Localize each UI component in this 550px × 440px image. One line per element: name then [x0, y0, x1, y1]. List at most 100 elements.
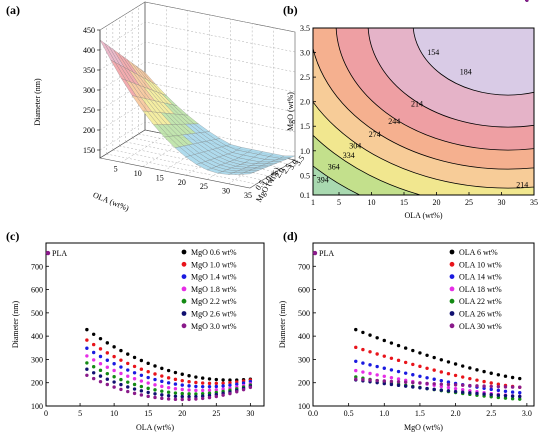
y-axis-label: Diameter (nm): [278, 301, 287, 349]
data-point: [411, 373, 415, 377]
data-point: [375, 373, 379, 377]
x-tick-label: 25: [200, 182, 208, 191]
data-point: [105, 358, 110, 362]
contour-label: 244: [388, 117, 400, 126]
data-point: [112, 362, 116, 366]
data-point: [98, 361, 103, 366]
data-point: [453, 373, 458, 378]
x-tick-label: 5: [337, 198, 341, 207]
data-point: [85, 373, 89, 377]
data-point: [132, 377, 137, 381]
x-tick-label: 35: [530, 198, 538, 207]
data-point: [85, 361, 89, 365]
data-point: [187, 388, 191, 392]
data-point: [446, 382, 451, 387]
x-tick-label: 2.0: [451, 409, 461, 418]
data-point: [119, 377, 123, 382]
data-point: [425, 366, 429, 370]
data-point: [525, 0, 529, 2]
y-tick-label: 100: [298, 402, 310, 411]
series-5: [354, 0, 529, 399]
data-point: [119, 348, 123, 353]
x-tick-label: 20: [178, 178, 186, 187]
y-tick-label: 1.5: [300, 122, 310, 131]
y-tick-label: 100: [31, 402, 43, 411]
data-point: [173, 377, 178, 382]
data-point: [389, 379, 394, 384]
data-point: [489, 387, 493, 392]
data-point: [194, 384, 198, 389]
x-axis-label: OLA (wt%): [92, 190, 131, 213]
data-point: [228, 381, 232, 385]
data-point: [482, 379, 486, 384]
data-point: [187, 379, 191, 384]
data-point: [126, 352, 130, 356]
y-tick-label: 400: [298, 332, 310, 341]
legend-marker: [449, 261, 455, 267]
data-point: [91, 365, 96, 369]
data-point: [403, 380, 408, 384]
data-point: [496, 384, 501, 389]
y-tick-label: 500: [298, 309, 310, 318]
data-point: [160, 374, 164, 378]
data-point: [180, 378, 184, 383]
contour-label: 334: [343, 151, 355, 160]
data-point: [425, 376, 429, 380]
x-axis-label: OLA (wt%): [405, 211, 443, 220]
data-point: [489, 381, 493, 385]
data-point: [432, 387, 436, 392]
data-point: [214, 377, 219, 382]
contour-label: 364: [328, 162, 340, 171]
data-point: [98, 368, 103, 373]
data-point: [503, 374, 508, 378]
contour-label: 154: [427, 48, 439, 57]
data-point: [200, 376, 205, 380]
data-point: [453, 389, 458, 394]
data-point: [453, 383, 458, 387]
y-tick-label: 2.5: [300, 73, 310, 82]
data-point: [160, 389, 164, 393]
data-point: [439, 358, 444, 362]
data-point: [207, 377, 212, 381]
data-point: [228, 391, 232, 396]
data-point: [166, 385, 171, 390]
y-tick-label: 600: [31, 286, 43, 295]
data-point: [153, 388, 157, 392]
data-point: [354, 368, 358, 373]
data-point: [112, 380, 116, 384]
data-point: [361, 370, 365, 374]
data-point: [98, 374, 103, 378]
data-point: [354, 375, 358, 379]
legend-entry: OLA 22 wt%: [459, 297, 502, 306]
data-point: [375, 364, 379, 369]
y-tick-label: 0.1: [300, 191, 310, 200]
data-point: [153, 372, 157, 376]
data-point: [85, 354, 89, 358]
data-point: [475, 378, 479, 382]
data-point: [194, 394, 198, 399]
data-point: [489, 392, 493, 397]
contour-label: 394: [317, 176, 329, 185]
data-point: [432, 377, 436, 381]
data-point: [187, 392, 191, 396]
data-point: [194, 392, 198, 396]
data-point: [160, 384, 164, 389]
data-point: [461, 364, 465, 368]
x-tick-label: 1: [311, 198, 315, 207]
reference-label: PLA: [52, 249, 67, 258]
data-point: [214, 381, 219, 386]
x-tick-label: 1.5: [415, 409, 425, 418]
data-point: [98, 336, 103, 341]
z-tick-label: 300: [83, 86, 95, 95]
data-point: [375, 378, 379, 383]
data-point: [475, 368, 479, 372]
data-point: [126, 385, 130, 389]
y-tick-label: 0.5: [300, 171, 310, 180]
legend-entry: OLA 10 wt%: [459, 260, 502, 269]
data-point: [112, 345, 116, 349]
data-point: [207, 388, 212, 392]
series-6: [85, 373, 253, 402]
contour-label: 184: [460, 68, 472, 77]
data-point: [132, 355, 137, 360]
x-tick-label: 20: [178, 409, 186, 418]
